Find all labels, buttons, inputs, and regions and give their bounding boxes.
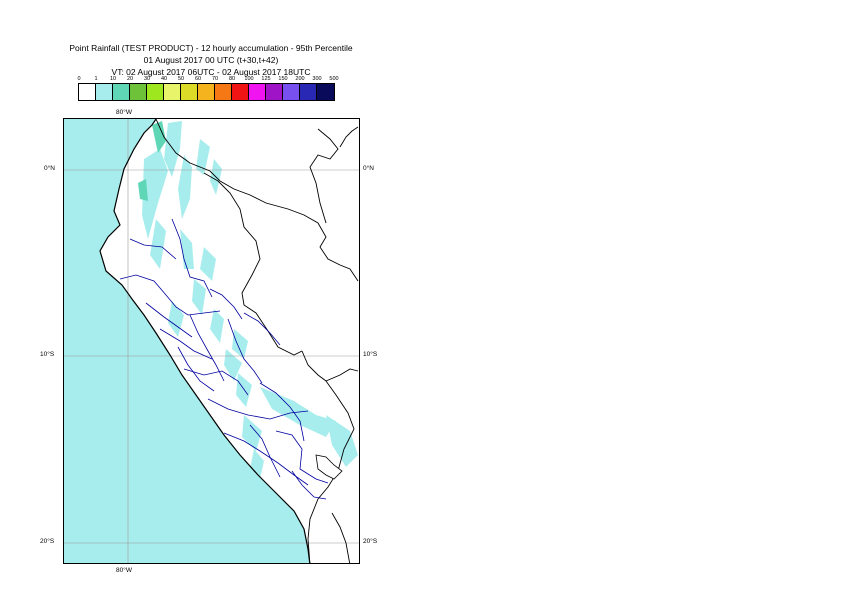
legend-swatch: [283, 84, 300, 100]
map-title: Point Rainfall (TEST PRODUCT) - 12 hourl…: [0, 42, 422, 78]
lat-label-10-left: 10°S: [40, 351, 55, 358]
rainfall-legend: 0 1 10 20 30 40 50 60 70 80 100 125 150 200 300 500: [77, 76, 348, 101]
map-panel: [63, 118, 360, 564]
legend-swatch: [130, 84, 147, 100]
lake-titicaca: [315, 454, 343, 480]
legend-swatch: [198, 84, 215, 100]
legend-swatch: [249, 84, 266, 100]
heavy-rainfall-patches: [138, 121, 166, 201]
lat-label-20-left: 20°S: [40, 538, 55, 545]
legend-swatch: [79, 84, 96, 100]
legend-tick-label: 150: [278, 76, 288, 82]
legend-color-bar: [78, 83, 335, 101]
legend-swatch: [164, 84, 181, 100]
legend-swatch: [96, 84, 113, 100]
legend-labels: 0 1 10 20 30 40 50 60 70 80 100 125 150 200 300 500: [77, 76, 348, 84]
legend-tick-label: 200: [295, 76, 305, 82]
legend-tick-label: 60: [194, 76, 202, 82]
lat-label-0-left: 0°N: [44, 165, 55, 172]
legend-swatch: [215, 84, 232, 100]
lat-label-20-right: 20°S: [363, 538, 378, 545]
legend-swatch: [232, 84, 249, 100]
legend-tick-label: 30: [143, 76, 151, 82]
legend-swatch: [113, 84, 130, 100]
lat-label-10-right: 10°S: [363, 351, 378, 358]
legend-tick-label: 1: [94, 76, 98, 82]
legend-tick-label: 10: [109, 76, 117, 82]
lon-label-top: 80°W: [116, 109, 132, 116]
legend-swatch: [147, 84, 164, 100]
lat-label-0-right: 0°N: [363, 165, 374, 172]
rainfall-map: [64, 119, 359, 563]
legend-swatch: [317, 84, 334, 100]
lon-label-bottom: 80°W: [116, 567, 132, 574]
legend-tick-label: 300: [312, 76, 322, 82]
coastline: [99, 119, 311, 563]
legend-swatch: [181, 84, 198, 100]
title-line-3: VT: 02 August 2017 06UTC - 02 August 201…: [111, 67, 311, 77]
title-line-1: Point Rainfall (TEST PRODUCT) - 12 hourl…: [69, 43, 353, 53]
legend-swatch: [300, 84, 317, 100]
legend-tick-label: 50: [177, 76, 185, 82]
ocean-area: [64, 119, 310, 563]
country-borders: [155, 119, 359, 563]
legend-tick-label: 70: [211, 76, 219, 82]
legend-tick-label: 125: [261, 76, 271, 82]
legend-tick-label: 500: [329, 76, 339, 82]
legend-tick-label: 40: [160, 76, 168, 82]
legend-swatch: [266, 84, 283, 100]
rainfall-patches: [142, 121, 358, 479]
legend-tick-label: 80: [228, 76, 236, 82]
title-line-2: 01 August 2017 00 UTC (t+30,t+42): [143, 55, 279, 65]
region-borders: [119, 218, 329, 500]
legend-tick-label: 20: [126, 76, 134, 82]
legend-tick-label: 100: [244, 76, 254, 82]
legend-tick-label: 0: [77, 76, 81, 82]
